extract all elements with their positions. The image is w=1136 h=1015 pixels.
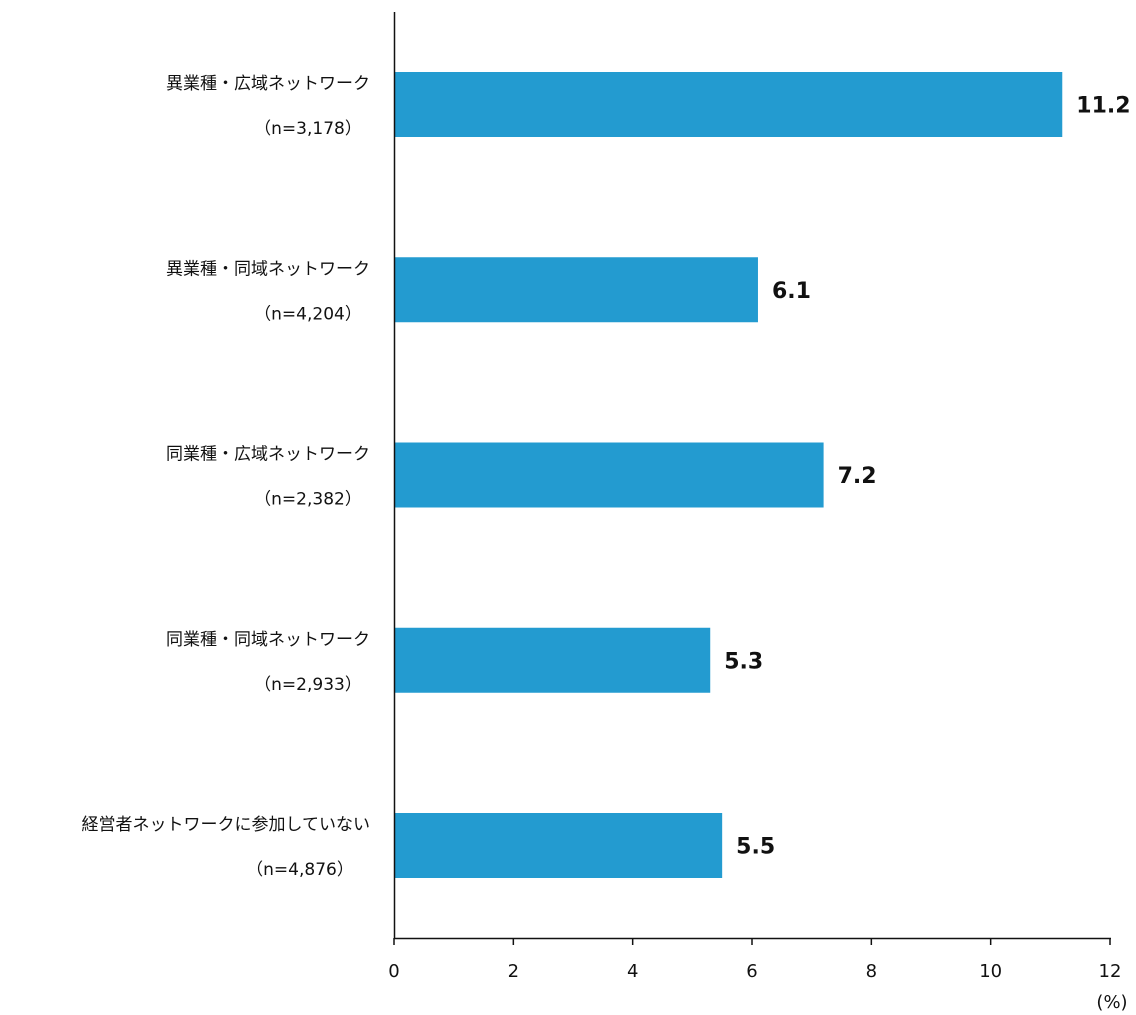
category-label: 異業種・広域ネットワーク xyxy=(166,74,370,94)
data-label: 6.1 xyxy=(772,279,811,304)
bar xyxy=(394,257,758,323)
category-n-label: （n=3,178） xyxy=(254,119,362,139)
x-tick-label: 2 xyxy=(508,961,519,982)
data-label: 5.3 xyxy=(724,649,763,674)
category-n-label: （n=2,382） xyxy=(254,490,362,510)
data-label: 11.2 xyxy=(1076,94,1130,119)
category-n-label: （n=4,204） xyxy=(254,304,362,324)
x-tick-label: 4 xyxy=(627,961,638,982)
x-tick-label: 10 xyxy=(979,961,1002,982)
bar xyxy=(394,442,824,508)
category-label: 経営者ネットワークに参加していない xyxy=(82,815,371,835)
category-label: 同業種・同域ネットワーク xyxy=(166,630,370,650)
x-axis-unit: (%) xyxy=(1096,992,1127,1013)
category-label: 異業種・同域ネットワーク xyxy=(166,259,370,279)
bar xyxy=(394,72,1063,137)
category-label: 同業種・広域ネットワーク xyxy=(166,445,370,465)
data-label: 7.2 xyxy=(838,464,877,489)
category-n-label: （n=4,876） xyxy=(246,860,354,880)
category-n-label: （n=2,933） xyxy=(254,675,362,695)
x-tick-label: 0 xyxy=(388,961,399,982)
x-tick-label: 12 xyxy=(1099,961,1122,982)
x-tick-label: 8 xyxy=(866,961,877,982)
x-tick-label: 6 xyxy=(746,961,757,982)
bar xyxy=(394,627,711,693)
bar xyxy=(394,813,723,878)
data-label: 5.5 xyxy=(736,835,775,860)
